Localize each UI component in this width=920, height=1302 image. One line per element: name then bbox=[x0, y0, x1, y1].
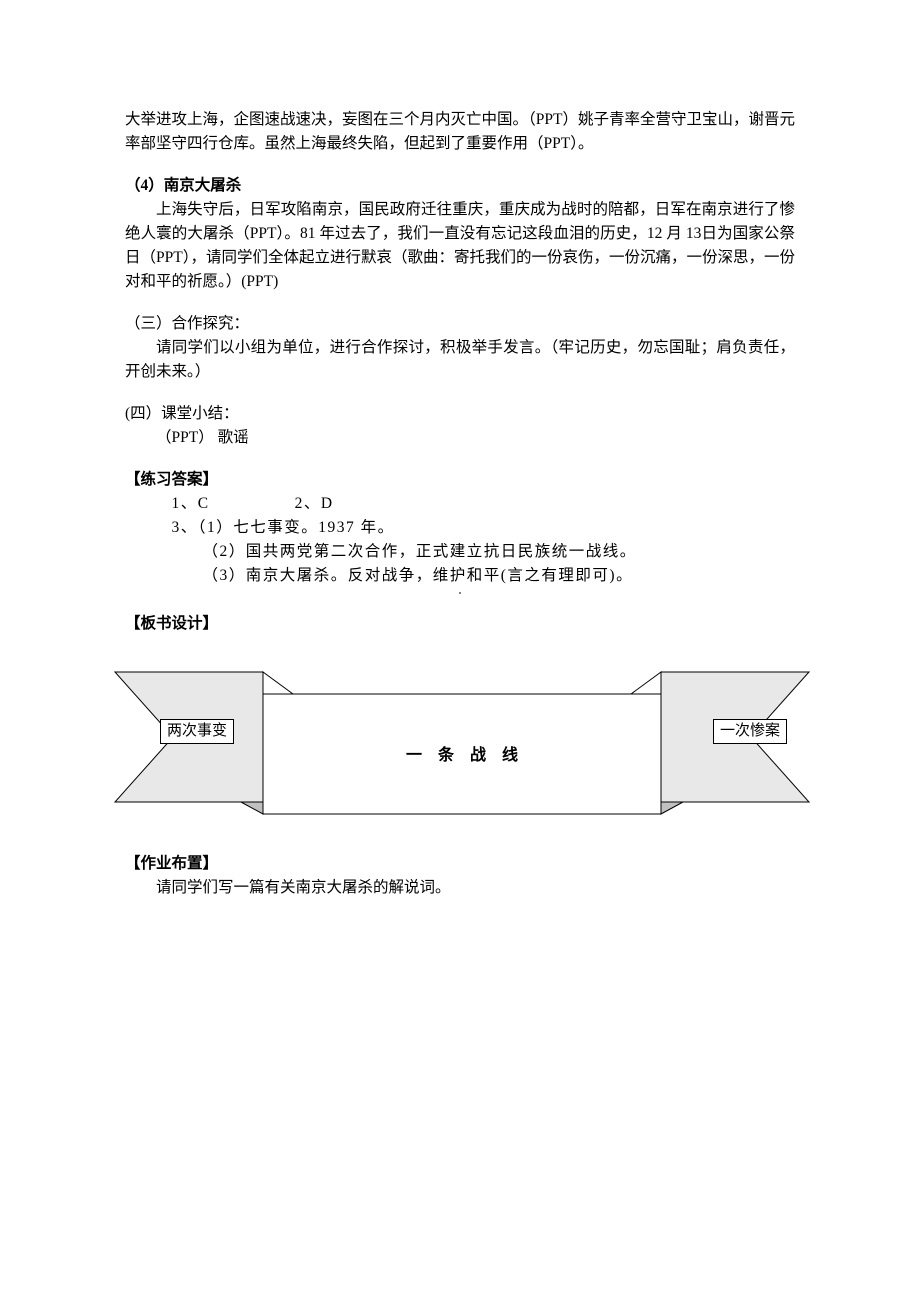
answers-line-3: （2）国共两党第二次合作，正式建立抗日民族统一战线。 bbox=[125, 540, 795, 564]
board-left-label: 两次事变 bbox=[160, 719, 234, 744]
section-summary-body: （PPT） 歌谣 bbox=[125, 426, 795, 450]
board-center-label: 一 条 战 线 bbox=[125, 744, 805, 769]
right-fold2-shape bbox=[661, 802, 683, 814]
section-coop-title: （三）合作探究： bbox=[125, 312, 795, 336]
answers-title: 【练习答案】 bbox=[125, 468, 795, 492]
left-fold-shape bbox=[263, 672, 293, 694]
board-title: 【板书设计】 bbox=[125, 612, 795, 636]
right-fold-shape bbox=[631, 672, 661, 694]
left-fold2-shape bbox=[241, 802, 263, 814]
homework-body: 请同学们写一篇有关南京大屠杀的解说词。 bbox=[125, 876, 795, 900]
section-4-title: （4）南京大屠杀 bbox=[125, 174, 795, 198]
answers-line-4: （3）南京大屠杀。反对战争，维护和平(言之有理即可)。 bbox=[125, 564, 795, 588]
intro-paragraph: 大举进攻上海，企图速战速决，妄图在三个月内灭亡中国。（PPT）姚子青率全营守卫宝… bbox=[125, 108, 795, 156]
answers-line-1: 1、C 2、D bbox=[125, 492, 795, 516]
answers-line-2: 3、（1）七七事变。1937 年。 bbox=[125, 516, 795, 540]
section-coop-body: 请同学们以小组为单位，进行合作探讨，积极举手发言。（牢记历史，勿忘国耻；肩负责任… bbox=[125, 336, 795, 384]
section-summary-title: (四）课堂小结： bbox=[125, 402, 795, 426]
board-right-label: 一次惨案 bbox=[713, 719, 787, 744]
homework-title: 【作业布置】 bbox=[125, 852, 795, 876]
board-diagram: 两次事变 一次惨案 一 条 战 线 bbox=[125, 644, 805, 824]
section-4-body: 上海失守后，日军攻陷南京，国民政府迁往重庆，重庆成为战时的陪都，日军在南京进行了… bbox=[125, 198, 795, 294]
